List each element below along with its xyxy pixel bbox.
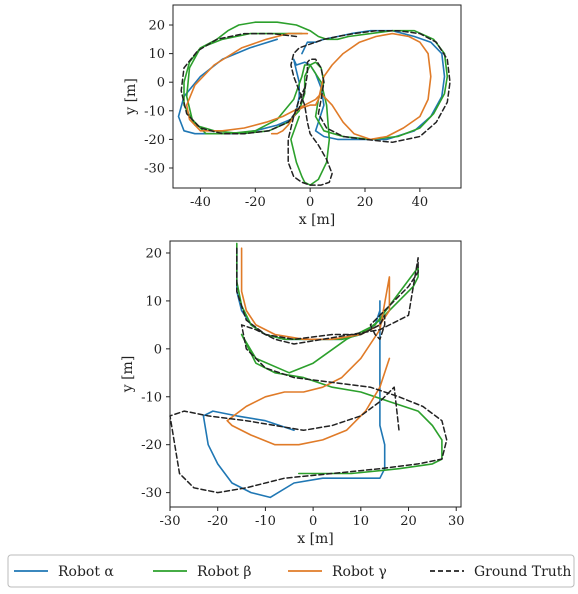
legend-label: Ground Truth [474,564,571,580]
y-tick-label: 20 [148,19,165,34]
x-tick-label: 20 [357,195,374,210]
y-tick-label: 10 [148,47,165,62]
legend-label: Robot α [58,564,114,580]
y-tick-label: 20 [145,246,162,261]
series-line-ground-truth [180,29,451,186]
y-tick-label: -20 [144,133,165,148]
x-tick-label: -10 [255,514,276,529]
x-tick-label: 20 [400,514,417,529]
plot-frame [169,240,462,508]
y-tick-label: 0 [154,342,162,357]
series-line-robot-beta [236,242,443,475]
x-tick-label: 40 [412,195,429,210]
series-line-ground-truth [169,247,448,494]
y-axis-label: y [m] [120,356,136,394]
y-tick-label: -10 [144,104,165,119]
y-tick-label: -10 [141,390,162,405]
x-axis-label: x [m] [299,212,336,228]
series-line-robot-alpha [202,247,386,499]
legend-label: Robot β [197,564,252,580]
y-tick-label: -30 [144,161,165,176]
x-tick-label: 10 [353,514,370,529]
y-tick-label: 0 [157,76,165,91]
x-tick-label: -40 [190,195,211,210]
x-tick-label: 0 [306,195,314,210]
y-tick-label: -30 [141,486,162,501]
x-tick-label: -20 [207,514,228,529]
y-axis-label: y [m] [123,78,139,116]
x-tick-label: 30 [448,514,465,529]
y-tick-label: 10 [145,294,162,309]
series-line-robot-gamma [226,247,391,446]
bottom-trajectory-plot: -30 -20 -10 0 10 20 30 -30 -20 -10 0 10 20 x [m] y [m] [120,240,465,547]
y-tick-label: -20 [141,438,162,453]
x-axis-label: x [m] [297,531,334,547]
series-line-robot-alpha [177,29,446,141]
x-tick-label: -30 [160,514,181,529]
top-trajectory-plot: -40 -20 0 20 40 -30 -20 -10 0 10 20 x [m] y [m] [123,4,462,228]
x-tick-label: -20 [245,195,266,210]
series-line-robot-gamma [185,32,432,141]
legend-label: Robot γ [332,564,387,580]
plot-frame [172,4,462,189]
x-tick-label: 0 [309,514,317,529]
legend: Robot α Robot β Robot γ Ground Truth [7,554,575,588]
